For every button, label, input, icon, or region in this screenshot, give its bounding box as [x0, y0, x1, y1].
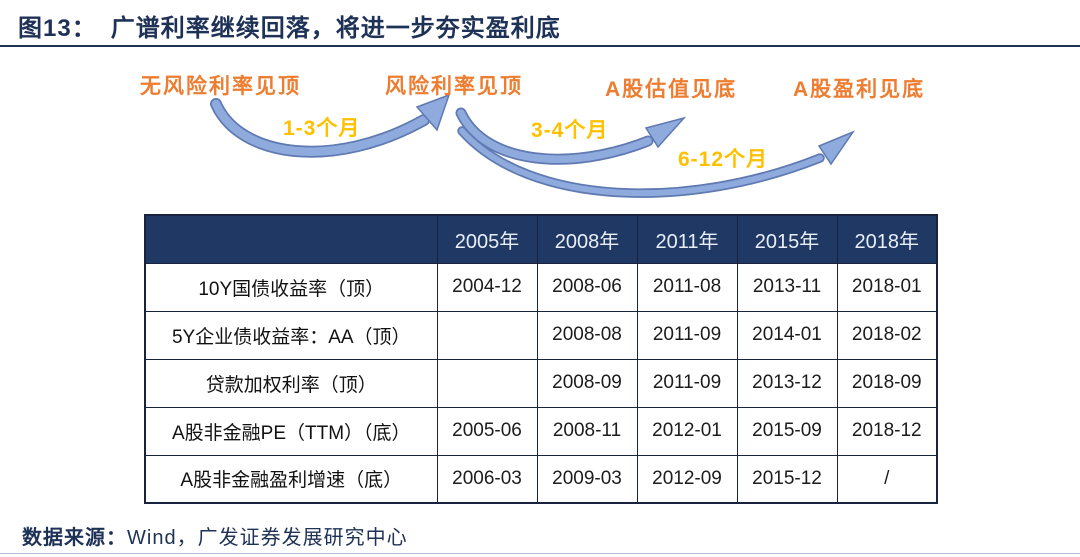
table-cell: 2015-09	[736, 406, 838, 456]
data-source-label: 数据来源：	[22, 527, 127, 549]
table-cell: 2018-02	[836, 310, 938, 360]
arrowhead-icon	[817, 130, 856, 166]
table-cell: 2011-09	[636, 358, 738, 408]
flow-node-riskfree-rate-peak: 无风险利率见顶	[140, 75, 301, 98]
table-cell: 2012-01	[636, 406, 738, 456]
header-cell-2018: 2018年	[836, 214, 938, 264]
table-cell: 2006-03	[436, 454, 538, 504]
table-cell: 2008-11	[536, 406, 638, 456]
table-cell: 2008-08	[536, 310, 638, 360]
header-cell-2015: 2015年	[736, 214, 838, 264]
table-cell: 2013-11	[736, 262, 838, 312]
table-row: A股非金融PE（TTM）（底） 2005-06 2008-11 2012-01 …	[144, 406, 938, 456]
table-cell: 2015-12	[736, 454, 838, 504]
bottom-divider	[0, 553, 1080, 554]
flow-node-risk-rate-peak: 风险利率见顶	[385, 75, 523, 98]
duration-label-6-12-months: 6-12个月	[678, 148, 769, 171]
duration-label-3-4-months: 3-4个月	[531, 119, 609, 142]
table-cell: 2011-09	[636, 310, 738, 360]
table-cell: 2014-01	[736, 310, 838, 360]
table-cell: 2018-09	[836, 358, 938, 408]
table-cell: 2013-12	[736, 358, 838, 408]
table-cell	[436, 310, 538, 360]
flow-node-a-share-earnings-bottom: A股盈利见底	[793, 78, 926, 101]
curved-arrow-3	[457, 126, 856, 198]
row-label: 5Y企业债收益率：AA（顶）	[144, 310, 438, 360]
title-divider	[0, 45, 1080, 47]
flow-node-a-share-valuation-bottom: A股估值见底	[605, 78, 738, 101]
table-row: 5Y企业债收益率：AA（顶） 2008-08 2011-09 2014-01 2…	[144, 310, 938, 360]
table-row: A股非金融盈利增速（底） 2006-03 2009-03 2012-09 201…	[144, 454, 938, 504]
row-label: A股非金融PE（TTM）（底）	[144, 406, 438, 456]
table-cell: 2004-12	[436, 262, 538, 312]
table-cell: 2008-06	[536, 262, 638, 312]
figure-title: 图13： 广谱利率继续回落，将进一步夯实盈利底	[18, 8, 1058, 43]
table-cell: 2018-01	[836, 262, 938, 312]
indicator-turning-point-table: 2005年 2008年 2011年 2015年 2018年 10Y国债收益率（顶…	[144, 214, 938, 504]
figure-number: 图13：	[18, 15, 97, 42]
table-cell: 2008-09	[536, 358, 638, 408]
header-cell-2008: 2008年	[536, 214, 638, 264]
row-label: A股非金融盈利增速（底）	[144, 454, 438, 504]
table-row: 贷款加权利率（顶） 2008-09 2011-09 2013-12 2018-0…	[144, 358, 938, 408]
header-cell-2011: 2011年	[636, 214, 738, 264]
row-label: 贷款加权利率（顶）	[144, 358, 438, 408]
table-cell: /	[836, 454, 938, 504]
header-cell-blank	[144, 214, 438, 264]
duration-label-1-3-months: 1-3个月	[283, 117, 361, 140]
data-source-note: 数据来源：Wind，广发证券发展研究中心	[22, 521, 408, 550]
arrowhead-icon	[415, 93, 451, 132]
row-label: 10Y国债收益率（顶）	[144, 262, 438, 312]
table-header-row: 2005年 2008年 2011年 2015年 2018年	[144, 214, 938, 264]
data-source-text: Wind，广发证券发展研究中心	[127, 527, 408, 549]
table-row: 10Y国债收益率（顶） 2004-12 2008-06 2011-08 2013…	[144, 262, 938, 312]
table-cell: 2005-06	[436, 406, 538, 456]
table-cell: 2018-12	[836, 406, 938, 456]
table-cell: 2012-09	[636, 454, 738, 504]
figure-title-text: 广谱利率继续回落，将进一步夯实盈利底	[110, 15, 561, 42]
header-cell-2005: 2005年	[436, 214, 538, 264]
table-cell: 2011-08	[636, 262, 738, 312]
table-cell	[436, 358, 538, 408]
table-cell: 2009-03	[536, 454, 638, 504]
